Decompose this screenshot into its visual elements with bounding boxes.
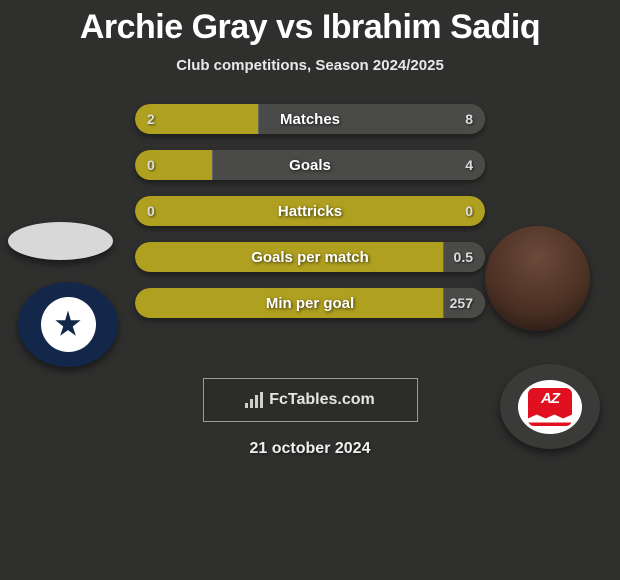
stat-bar: 28Matches bbox=[135, 104, 485, 134]
player-right-avatar bbox=[485, 226, 590, 331]
player-left-club-badge bbox=[18, 282, 118, 367]
stat-bar: 257Min per goal bbox=[135, 288, 485, 318]
stat-left-value: 2 bbox=[147, 104, 155, 134]
attribution-text: FcTables.com bbox=[269, 391, 375, 409]
stat-bar: 0.5Goals per match bbox=[135, 242, 485, 272]
stat-right-value: 8 bbox=[465, 104, 473, 134]
stat-left-value: 0 bbox=[147, 196, 155, 226]
player-left-avatar bbox=[8, 222, 113, 260]
stat-right-value: 4 bbox=[465, 150, 473, 180]
comparison-chart: AZ 28Matches04Goals00Hattricks0.5Goals p… bbox=[0, 104, 620, 364]
player-right-club-badge: AZ bbox=[500, 364, 600, 449]
stat-bar: 04Goals bbox=[135, 150, 485, 180]
club-right-code: AZ bbox=[528, 390, 572, 407]
page-title: Archie Gray vs Ibrahim Sadiq bbox=[0, 0, 620, 47]
stat-right-value: 0 bbox=[465, 196, 473, 226]
chart-icon bbox=[245, 392, 263, 408]
attribution-box: FcTables.com bbox=[203, 378, 418, 422]
stat-bars: 28Matches04Goals00Hattricks0.5Goals per … bbox=[135, 104, 485, 334]
stat-bar: 00Hattricks bbox=[135, 196, 485, 226]
stat-right-value: 257 bbox=[450, 288, 473, 318]
stat-right-value: 0.5 bbox=[454, 242, 473, 272]
page-subtitle: Club competitions, Season 2024/2025 bbox=[0, 57, 620, 74]
stat-left-value: 0 bbox=[147, 150, 155, 180]
